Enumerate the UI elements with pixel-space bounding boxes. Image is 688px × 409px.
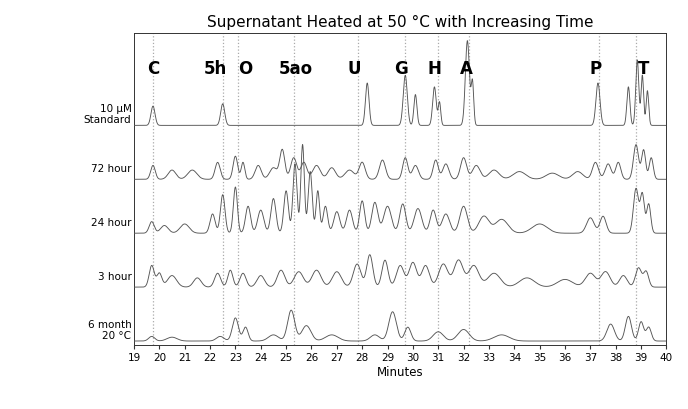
X-axis label: Minutes: Minutes [377, 365, 424, 378]
Text: C: C [147, 59, 159, 77]
Text: 6 month
20 °C: 6 month 20 °C [87, 319, 131, 340]
Title: Supernatant Heated at 50 °C with Increasing Time: Supernatant Heated at 50 °C with Increas… [207, 15, 594, 30]
Text: P: P [590, 59, 601, 77]
Text: H: H [427, 59, 442, 77]
Text: T: T [638, 59, 649, 77]
Text: U: U [348, 59, 361, 77]
Text: A: A [460, 59, 473, 77]
Text: 5ao: 5ao [279, 59, 313, 77]
Text: G: G [395, 59, 409, 77]
Text: O: O [239, 59, 252, 77]
Text: 10 μM
Standard: 10 μM Standard [84, 104, 131, 125]
Text: 72 hour: 72 hour [91, 163, 131, 173]
Text: 5h: 5h [204, 59, 227, 77]
Text: 3 hour: 3 hour [98, 271, 131, 281]
Text: 24 hour: 24 hour [91, 217, 131, 227]
